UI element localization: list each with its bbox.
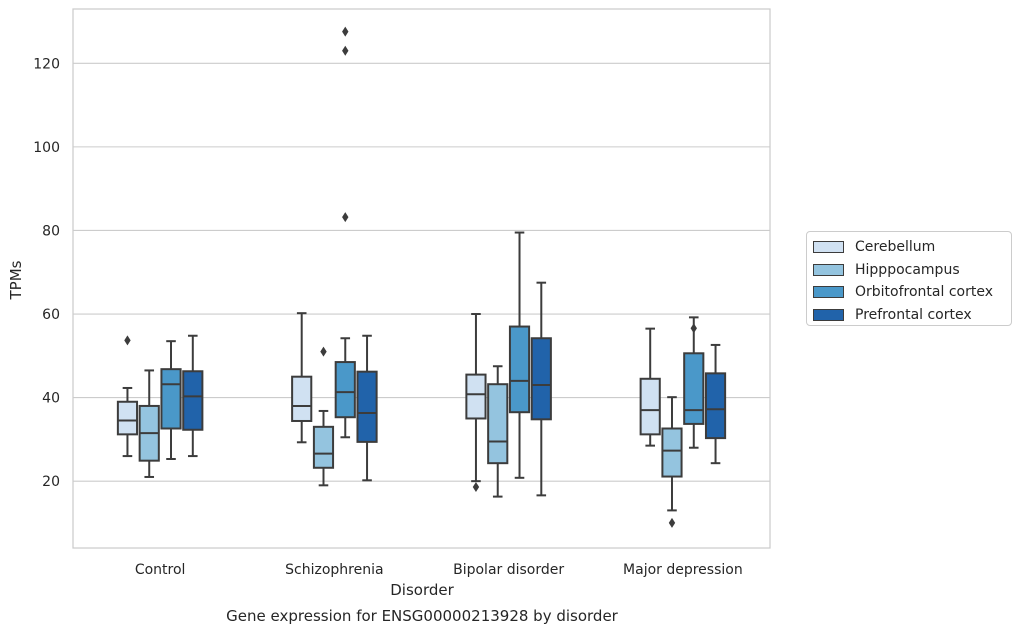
outlier-point: [690, 323, 697, 334]
legend: Cerebellum Hipppocampus Orbitofrontal cort…: [806, 231, 1012, 326]
box-iqr: [312, 425, 335, 469]
outlier-point: [342, 45, 349, 56]
legend-label: Orbitofrontal cortex: [855, 284, 993, 301]
box-plot: [312, 346, 335, 487]
y-tick-label: 60: [42, 307, 60, 323]
box-iqr: [704, 372, 727, 440]
legend-swatch: [813, 309, 844, 322]
outlier-point: [124, 335, 131, 346]
box-plot: [683, 316, 705, 449]
box-iqr: [661, 427, 683, 478]
box-plot: [116, 335, 139, 458]
legend-swatch: [813, 263, 844, 276]
box-plot: [182, 334, 204, 458]
legend-entry: Orbitofrontal cortex: [813, 281, 1011, 304]
box-iqr: [356, 370, 378, 443]
outlier-point: [342, 26, 349, 37]
box-plot: [160, 340, 182, 461]
legend-entry: Prefrontal cortex: [813, 304, 1011, 327]
box-plot: [334, 26, 356, 439]
box-plot: [704, 343, 727, 465]
box-iqr: [465, 373, 487, 420]
x-tick-label: Major depression: [623, 562, 743, 578]
box-layer: [116, 26, 727, 528]
box-plot: [291, 312, 313, 444]
x-tick-label: Bipolar disorder: [453, 562, 564, 578]
box-iqr: [291, 375, 313, 422]
legend-swatch: [813, 241, 844, 254]
legend-swatch: [813, 286, 844, 299]
chart-caption: Gene expression for ENSG00000213928 by d…: [226, 607, 618, 625]
box-iqr: [683, 352, 705, 425]
box-iqr: [508, 325, 531, 414]
y-tick-label: 40: [42, 391, 60, 407]
y-tick-label: 80: [42, 223, 60, 239]
legend-label: Hipppocampus: [855, 261, 960, 278]
box-plot: [138, 369, 160, 478]
box-iqr: [487, 383, 509, 465]
box-plot: [465, 313, 487, 492]
y-tick-label: 20: [42, 474, 60, 490]
box-plot: [508, 231, 531, 479]
box-plot: [639, 327, 661, 447]
outlier-point: [668, 517, 676, 528]
outlier-point: [342, 212, 349, 223]
box-iqr: [160, 368, 182, 430]
box-plot: [356, 334, 378, 482]
box-plot: [487, 365, 509, 498]
box-iqr: [530, 337, 552, 421]
x-tick-label: Schizophrenia: [285, 562, 383, 578]
outlier-point: [472, 481, 480, 492]
box-iqr: [334, 361, 356, 419]
legend-label: Cerebellum: [855, 239, 936, 256]
box-plot: [530, 281, 552, 497]
box-iqr: [182, 370, 204, 431]
y-tick-label: 120: [33, 56, 60, 72]
box-iqr: [639, 377, 661, 436]
box-iqr: [116, 400, 139, 436]
legend-entry: Hipppocampus: [813, 259, 1011, 282]
y-tick-label: 100: [33, 140, 60, 156]
x-tick-label: Control: [135, 562, 186, 578]
y-axis-label: TPMs: [7, 260, 25, 300]
y-tick-labels: 20 40 60 80 100 120: [33, 56, 60, 490]
x-tick-labels: Control Schizophrenia Bipolar disorder Majo…: [135, 562, 743, 578]
plot-frame: [72, 8, 771, 549]
legend-label: Prefrontal cortex: [855, 307, 972, 324]
outlier-point: [320, 346, 327, 357]
legend-entry: Cerebellum: [813, 236, 1011, 259]
x-axis-label: Disorder: [390, 581, 454, 599]
box-plot: [661, 396, 683, 528]
